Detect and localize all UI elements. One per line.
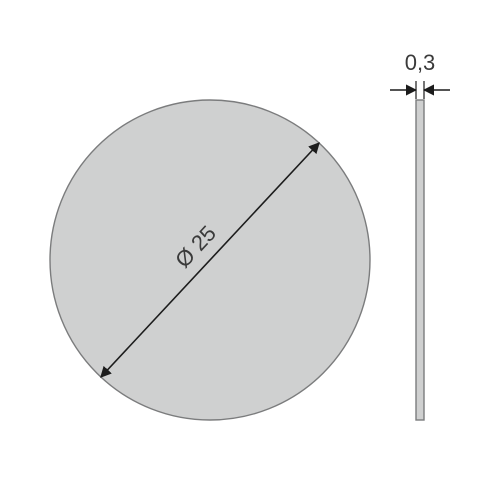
thickness-label: 0,3 <box>405 50 436 75</box>
technical-drawing: Ø 250,3 <box>0 0 500 500</box>
disc-side-view <box>416 100 424 420</box>
